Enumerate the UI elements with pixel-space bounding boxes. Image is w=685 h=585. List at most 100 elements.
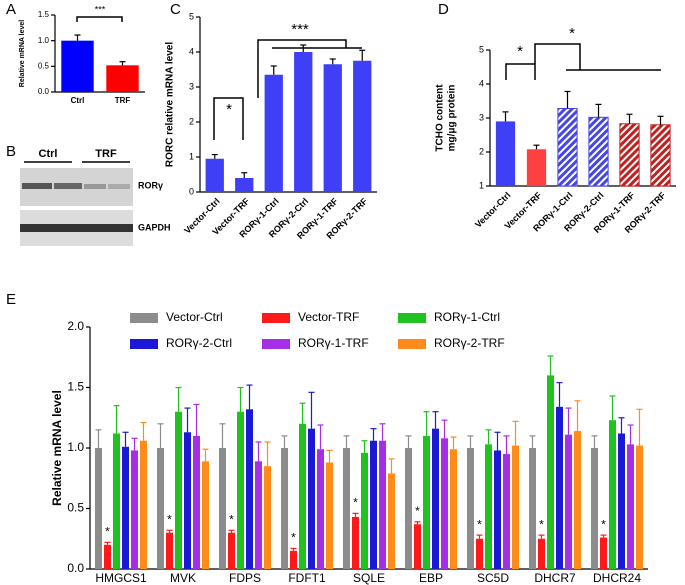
bar bbox=[379, 440, 386, 569]
significance-bracket bbox=[76, 16, 123, 22]
x-tick-label: Ctrl bbox=[71, 96, 85, 105]
bar bbox=[343, 448, 350, 569]
panel-label: A bbox=[6, 1, 16, 18]
x-tick-label: SC5D bbox=[477, 571, 509, 585]
bar bbox=[574, 431, 581, 569]
bar bbox=[264, 74, 283, 192]
legend-swatch bbox=[398, 339, 426, 349]
bar bbox=[235, 178, 254, 192]
x-tick-label: DHCR7 bbox=[534, 571, 576, 585]
y-tick-label: 3 bbox=[189, 81, 194, 91]
legend-label: RORγ-1-TRF bbox=[298, 336, 369, 350]
bar bbox=[323, 64, 342, 192]
significance-label: * bbox=[226, 101, 232, 118]
bar bbox=[157, 448, 164, 569]
bar bbox=[326, 462, 333, 569]
bar bbox=[61, 40, 94, 92]
bar bbox=[538, 538, 545, 569]
bar bbox=[495, 121, 516, 186]
bar bbox=[547, 375, 554, 569]
bar bbox=[290, 550, 297, 569]
bar bbox=[353, 60, 372, 192]
bar bbox=[609, 420, 616, 569]
bar bbox=[565, 434, 572, 569]
bar bbox=[294, 52, 313, 192]
panel-label: E bbox=[6, 291, 16, 308]
legend-label: RORγ-2-Ctrl bbox=[166, 336, 232, 350]
bar bbox=[264, 466, 271, 569]
bar bbox=[467, 448, 474, 569]
x-tick-label: SQLE bbox=[353, 571, 385, 585]
y-tick-label: 5 bbox=[189, 11, 194, 21]
bar bbox=[228, 532, 235, 569]
significance-label: * bbox=[353, 496, 358, 510]
bar bbox=[557, 107, 578, 187]
bar bbox=[202, 461, 209, 569]
significance-label: * bbox=[477, 517, 482, 531]
significance-label: *** bbox=[291, 21, 309, 38]
bar bbox=[432, 428, 439, 569]
band bbox=[54, 183, 82, 189]
bar bbox=[650, 124, 671, 187]
bar bbox=[131, 450, 138, 569]
band bbox=[108, 184, 130, 189]
bar bbox=[441, 438, 448, 569]
legend-swatch bbox=[130, 313, 158, 323]
bar bbox=[503, 454, 510, 569]
bar bbox=[627, 444, 634, 569]
bar bbox=[140, 440, 147, 569]
bar bbox=[636, 445, 643, 569]
panel-label: C bbox=[170, 1, 181, 18]
western-blot: Ctrl TRF RORγ GAPDH bbox=[20, 148, 171, 246]
x-tick-label: MVK bbox=[170, 571, 196, 585]
legend-label: Vector-TRF bbox=[298, 310, 359, 324]
significance-bracket bbox=[534, 43, 581, 70]
bar bbox=[529, 448, 536, 569]
y-tick-label: 0.5 bbox=[67, 501, 84, 515]
bar bbox=[255, 461, 262, 569]
bar bbox=[193, 435, 200, 569]
significance-bracket bbox=[505, 63, 536, 80]
y-tick-label: 0.0 bbox=[67, 561, 84, 575]
legend-label: Vector-Ctrl bbox=[166, 310, 223, 324]
y-tick-label: 1 bbox=[189, 151, 194, 161]
legend-swatch bbox=[398, 313, 426, 323]
bar bbox=[388, 473, 395, 569]
y-tick-label: 3 bbox=[479, 112, 484, 122]
bar bbox=[104, 544, 111, 569]
lane-label: TRF bbox=[95, 148, 117, 160]
band-label: RORγ bbox=[138, 180, 163, 190]
bar bbox=[219, 448, 226, 569]
y-axis-label: mg/μg protein bbox=[447, 85, 458, 152]
significance-label: * bbox=[517, 43, 523, 60]
y-tick-label: 4 bbox=[189, 46, 194, 56]
bar bbox=[352, 516, 359, 569]
y-tick-label: 0.5 bbox=[38, 61, 50, 70]
bar bbox=[414, 524, 421, 569]
bar bbox=[476, 538, 483, 569]
significance-label: * bbox=[229, 512, 234, 526]
bar bbox=[317, 449, 324, 569]
bar bbox=[122, 446, 129, 569]
legend-swatch bbox=[262, 339, 290, 349]
bar bbox=[361, 452, 368, 569]
y-tick-label: 2 bbox=[479, 146, 484, 156]
y-tick-label: 2 bbox=[189, 116, 194, 126]
bar bbox=[175, 411, 182, 569]
legend-label: RORγ-2-TRF bbox=[434, 336, 505, 350]
bar bbox=[246, 409, 253, 569]
bar bbox=[184, 432, 191, 569]
y-tick-label: 4 bbox=[479, 78, 484, 88]
bar bbox=[113, 433, 120, 569]
y-tick-label: 1 bbox=[479, 180, 484, 190]
band bbox=[22, 183, 52, 189]
significance-label: * bbox=[601, 517, 606, 531]
significance-label: * bbox=[291, 531, 296, 545]
significance-label: * bbox=[105, 525, 110, 539]
significance-bracket bbox=[257, 39, 347, 98]
y-tick-label: 1.5 bbox=[38, 10, 50, 19]
x-tick-label: EBP bbox=[419, 571, 443, 585]
band bbox=[20, 224, 133, 232]
bar bbox=[405, 448, 412, 569]
